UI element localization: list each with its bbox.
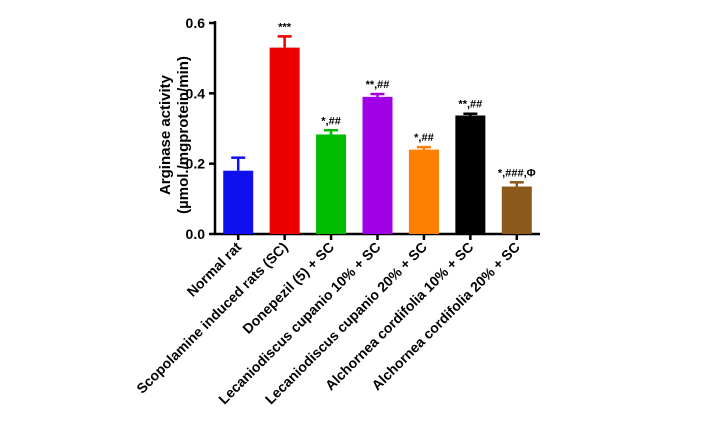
y-axis-title-line2: (µmol./mgprotein/min) (175, 56, 192, 214)
y-ticks: 0.0 0.2 0.4 0.6 (186, 15, 215, 242)
bar (455, 115, 486, 234)
y-tick-label: 0.6 (186, 15, 206, 31)
y-tick-label: 0.4 (186, 85, 206, 101)
bar (408, 149, 439, 234)
significance-label: **,## (458, 99, 482, 111)
bar (269, 47, 300, 234)
y-axis-title-line1: Arginase activity (157, 74, 174, 195)
y-tick-label: 0.0 (186, 226, 206, 242)
significance-label: *,## (321, 115, 341, 127)
y-tick-label: 0.2 (186, 156, 206, 172)
significance-label: *,## (414, 132, 434, 144)
significance-label: *** (278, 21, 292, 33)
y-axis-title: Arginase activity (µmol./mgprotein/min) (157, 56, 192, 214)
bar (223, 170, 254, 234)
bar (362, 96, 393, 234)
bars: *** *,## **,## *,## **,## *,###,Φ (223, 21, 536, 234)
bar (316, 134, 347, 234)
significance-label: **,## (366, 79, 390, 91)
significance-label: *,###,Φ (498, 167, 536, 179)
bar (501, 186, 532, 234)
